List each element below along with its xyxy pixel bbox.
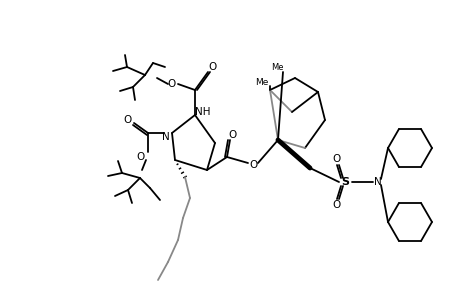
Text: O: O [123, 115, 132, 125]
Text: O: O [249, 160, 257, 170]
Text: NH: NH [195, 107, 210, 117]
Text: N: N [373, 177, 381, 187]
Text: O: O [332, 200, 341, 210]
Text: O: O [332, 154, 341, 164]
Text: S: S [340, 177, 348, 187]
Text: O: O [208, 62, 217, 72]
Text: O: O [137, 152, 145, 162]
Text: Me: Me [255, 77, 268, 86]
Text: O: O [229, 130, 236, 140]
Text: O: O [168, 79, 176, 89]
Text: Me: Me [270, 62, 283, 71]
Text: N: N [162, 132, 169, 142]
